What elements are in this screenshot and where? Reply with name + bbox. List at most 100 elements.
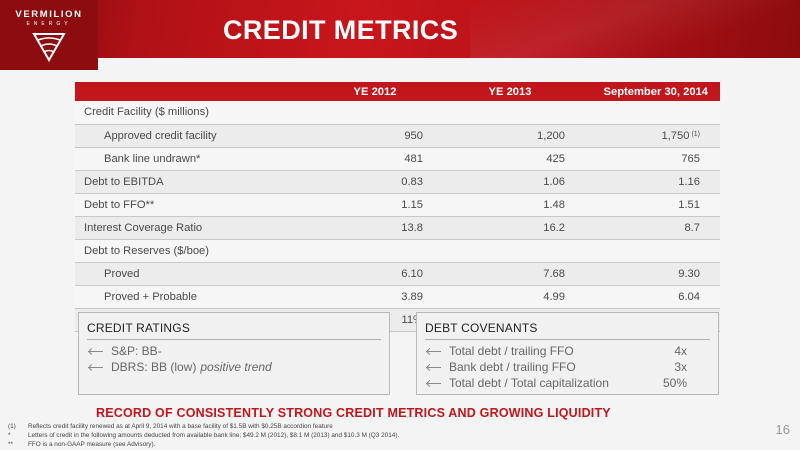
table-cell: 7.68 (435, 262, 585, 287)
table-row: Interest Coverage Ratio 13.8 16.2 8.7 (75, 216, 720, 241)
footnote-marker: (1) (691, 130, 700, 138)
cell-value: 0.83 (401, 175, 423, 188)
row-label: Bank line undrawn* (75, 147, 315, 171)
cell-value: 1,200 (537, 129, 565, 142)
table-cell (315, 239, 435, 264)
table-cell: 1,750 (1) (585, 124, 720, 148)
footnote-text: FFO is a non-GAAP measure (see Advisory)… (28, 441, 156, 448)
list-item: Total debt / trailing FFO 4x (427, 343, 718, 359)
cell-value: 6.10 (401, 268, 423, 281)
arrow-bullet-icon (427, 350, 441, 352)
covenant-value: 50% (662, 376, 687, 390)
footnote-mark: (1) (8, 423, 16, 430)
table-row: Approved credit facility 950 1,200 1,750 (1) (75, 124, 720, 148)
box-title: DEBT COVENANTS (425, 321, 538, 335)
table-cell (435, 101, 585, 125)
list-item: Bank debt / trailing FFO 3x (427, 359, 718, 375)
cell-value: 1.48 (543, 198, 565, 211)
table-cell: 1.51 (585, 193, 720, 217)
footnote-text: Letters of credit in the following amoun… (28, 432, 400, 439)
credit-metrics-table: YE 2012 YE 2013 September 30, 2014 Credi… (75, 82, 720, 333)
table-cell (585, 239, 720, 264)
credit-ratings-box: CREDIT RATINGS S&P: BB- DBRS: BB (low) pos… (78, 312, 390, 395)
table-cell: 1.15 (315, 193, 435, 217)
logo-mark-icon (32, 33, 66, 63)
covenant-label: Total debt / trailing FFO (449, 344, 574, 358)
row-label: Interest Coverage Ratio (75, 216, 315, 241)
footnote-mark: * (8, 432, 11, 439)
cell-value: 8.7 (684, 222, 700, 235)
footnote-mark: ** (8, 441, 13, 448)
rating-text: S&P: BB- (111, 344, 162, 358)
header-spacer (75, 82, 315, 101)
cell-value: 1.51 (678, 198, 700, 211)
footnotes: (1) Reflects credit facility renewed as a… (8, 422, 728, 449)
cell-value: 13.8 (401, 222, 423, 235)
table-cell: 1.16 (585, 170, 720, 194)
callout-text: RECORD OF CONSISTENTLY STRONG CREDIT MET… (96, 406, 611, 420)
cell-value: 481 (404, 152, 423, 165)
list-item: S&P: BB- (89, 343, 389, 359)
column-header: September 30, 2014 (603, 85, 708, 98)
table-row: Proved + Probable 3.89 4.99 6.04 (75, 285, 720, 310)
cell-value: 1,750 (661, 129, 690, 142)
cell-value: 1.06 (543, 175, 565, 188)
covenants-list: Total debt / trailing FFO 4x Bank debt / t… (417, 340, 718, 391)
cell-value: 765 (681, 152, 700, 165)
row-label: Debt to Reserves ($/boe) (75, 239, 315, 264)
table-row: Bank line undrawn* 481 425 765 (75, 147, 720, 171)
table-header-row: YE 2012 YE 2013 September 30, 2014 (75, 82, 720, 101)
divider (425, 339, 710, 340)
divider (87, 339, 381, 340)
logo: VERMILION ENERGY (0, 0, 98, 70)
table-row: Debt to EBITDA 0.83 1.06 1.16 (75, 170, 720, 194)
table-row: Debt to Reserves ($/boe) (75, 239, 720, 264)
page-title: CREDIT METRICS (223, 15, 459, 45)
table-cell: 9.30 (585, 262, 720, 287)
table-cell: 4.99 (435, 285, 585, 310)
row-label: Proved + Probable (75, 285, 315, 310)
cell-value: 4.99 (543, 291, 565, 304)
column-header: YE 2012 (353, 85, 397, 98)
footnote-text: Reflects credit facility renewed as at A… (28, 423, 333, 430)
arrow-bullet-icon (427, 382, 441, 384)
table-body: Credit Facility ($ millions) Approved cre… (75, 101, 720, 333)
cell-value: 3.89 (401, 291, 423, 304)
table-cell: 6.04 (585, 285, 720, 310)
cell-value: 1.16 (678, 175, 700, 188)
table-cell: 6.10 (315, 262, 435, 287)
table-cell: 950 (315, 124, 435, 148)
arrow-bullet-icon (89, 366, 103, 368)
header-bar (0, 0, 800, 58)
covenant-value: 3x (674, 360, 687, 374)
debt-covenants-box: DEBT COVENANTS Total debt / trailing FFO… (416, 312, 719, 395)
cell-value: 1.15 (401, 198, 423, 211)
covenant-value: 4x (674, 344, 687, 358)
cell-value: 425 (546, 152, 565, 165)
arrow-bullet-icon (89, 350, 103, 352)
table-cell: 13.8 (315, 216, 435, 241)
header-swoosh (470, 0, 800, 58)
logo-sub: ENERGY (26, 21, 72, 27)
table-cell: 425 (435, 147, 585, 171)
arrow-bullet-icon (427, 366, 441, 368)
footnote: ** FFO is a non-GAAP measure (see Advisor… (8, 440, 728, 449)
table-cell: 3.89 (315, 285, 435, 310)
table-row: Debt to FFO** 1.15 1.48 1.51 (75, 193, 720, 217)
table-cell: 1,200 (435, 124, 585, 148)
table-cell (585, 101, 720, 125)
row-label: Debt to FFO** (75, 193, 315, 217)
table-row: Proved 6.10 7.68 9.30 (75, 262, 720, 287)
table-row: Credit Facility ($ millions) (75, 101, 720, 125)
logo-name: VERMILION (15, 9, 83, 20)
row-label: Approved credit facility (75, 124, 315, 148)
rating-text: DBRS: BB (low) (111, 360, 197, 374)
covenant-label: Bank debt / trailing FFO (449, 360, 576, 374)
table-cell (435, 239, 585, 264)
covenant-label: Total debt / Total capitalization (449, 376, 609, 390)
cell-value: 950 (404, 129, 423, 142)
table-cell: 0.83 (315, 170, 435, 194)
row-label: Debt to EBITDA (75, 170, 315, 194)
table-cell: 481 (315, 147, 435, 171)
footnote: * Letters of credit in the following amou… (8, 431, 728, 440)
